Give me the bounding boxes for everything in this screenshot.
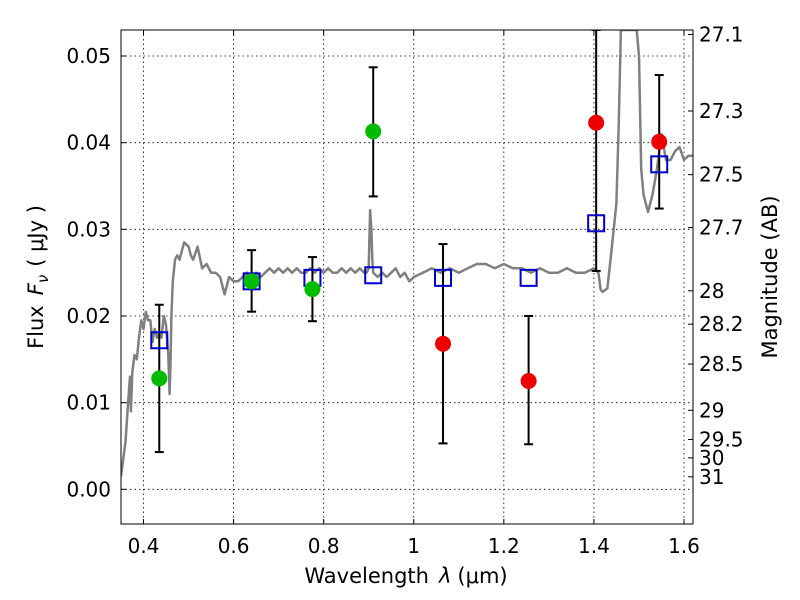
magnitude-tick-label: 28.5 bbox=[699, 352, 744, 376]
magnitude-tick-label: 29.5 bbox=[699, 427, 744, 451]
magnitude-tick-label: 28 bbox=[699, 279, 724, 303]
red-data-point bbox=[651, 133, 668, 150]
green-data-point bbox=[243, 273, 260, 290]
red-data-point bbox=[435, 335, 452, 352]
x-tick-label: 0.8 bbox=[308, 534, 340, 558]
x-axis-lambda-symbol: λ bbox=[438, 564, 451, 588]
y-tick-label: 0.01 bbox=[66, 391, 111, 415]
green-data-point bbox=[304, 281, 321, 298]
y-tick-label: 0.02 bbox=[66, 304, 111, 328]
magnitude-tick-label: 28.2 bbox=[699, 312, 744, 336]
model-photometry-square bbox=[587, 214, 606, 233]
magnitude-tick-label: 27.3 bbox=[699, 99, 744, 123]
circle-marker-layer bbox=[151, 114, 668, 389]
plot-frame bbox=[120, 29, 694, 525]
y-tick-label: 0.00 bbox=[66, 477, 111, 501]
x-axis-label-text: Wavelength bbox=[304, 564, 429, 588]
x-tick-label: 1.6 bbox=[668, 534, 700, 558]
magnitude-tick-label: 27.7 bbox=[699, 216, 744, 240]
y-tick-label: 0.05 bbox=[66, 44, 111, 68]
model-spectrum-layer bbox=[121, 30, 693, 477]
model-photometry-square bbox=[150, 331, 169, 350]
green-data-point bbox=[151, 370, 168, 387]
y-axis-ticks: 0.00 0.01 0.02 0.03 0.04 0.05 bbox=[66, 44, 126, 501]
model-photometry-square bbox=[364, 266, 383, 285]
grid bbox=[121, 30, 693, 524]
y-axis-label-text: Flux bbox=[24, 305, 48, 349]
x-tick-label: 1.2 bbox=[488, 534, 520, 558]
magnitude-tick-label: 29 bbox=[699, 398, 724, 422]
y-axis-nu-subscript: ν bbox=[34, 275, 52, 283]
magnitude-tick-label: 27.5 bbox=[699, 163, 744, 187]
magnitude-tick-label: 30 bbox=[699, 446, 724, 470]
x-tick-label: 0.4 bbox=[128, 534, 160, 558]
red-data-point bbox=[520, 373, 537, 389]
y-tick-label: 0.03 bbox=[66, 217, 111, 241]
magnitude-axis-label: Magnitude (AB) bbox=[758, 195, 782, 358]
magnitude-tick-label: 31 bbox=[699, 465, 724, 489]
model-photometry-square bbox=[434, 268, 453, 287]
y-tick-label: 0.04 bbox=[66, 131, 111, 155]
x-axis-ticks: 0.4 0.6 0.8 1 1.2 1.4 1.6 bbox=[128, 30, 700, 558]
x-tick-label: 0.6 bbox=[218, 534, 250, 558]
y-axis-label: Flux Fν ( μJy ) bbox=[24, 205, 52, 349]
x-tick-label: 1 bbox=[407, 534, 420, 558]
model-photometry-square bbox=[519, 268, 538, 287]
model-spectrum-line bbox=[121, 30, 693, 477]
red-data-point bbox=[588, 114, 605, 131]
green-data-point bbox=[365, 123, 382, 140]
x-axis-label: Wavelength λ (μm) bbox=[304, 564, 507, 588]
magnitude-tick-label: 27.1 bbox=[699, 22, 744, 46]
model-photometry-square bbox=[650, 155, 669, 174]
y-axis-units: ( μJy ) bbox=[24, 205, 48, 267]
x-axis-units: (μm) bbox=[457, 564, 507, 588]
x-tick-label: 1.4 bbox=[578, 534, 610, 558]
y-axis-fnu-symbol: F bbox=[24, 282, 48, 295]
